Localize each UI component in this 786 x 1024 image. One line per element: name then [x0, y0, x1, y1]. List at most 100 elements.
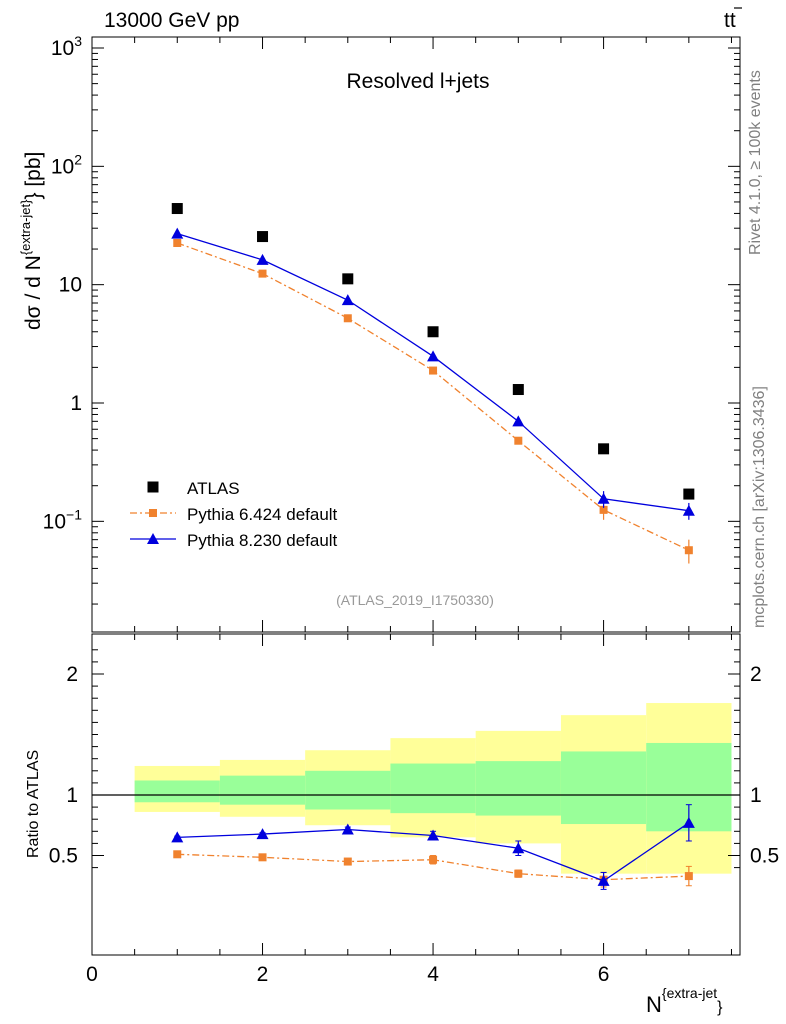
tick-base: 10 — [51, 37, 74, 60]
ratio-point — [427, 829, 440, 841]
tick-base: 10 — [59, 274, 82, 297]
ratio-tick-label-right: 0.5 — [750, 845, 779, 868]
data-point — [256, 253, 269, 265]
main-y-label-base: dσ / d N — [22, 255, 45, 330]
energy-label: 13000 GeV pp — [104, 9, 239, 32]
series-pythia-6-424-default — [173, 238, 693, 564]
ratio-point — [597, 874, 610, 886]
ratio-point — [256, 828, 269, 840]
data-point — [682, 504, 695, 516]
tick-base: 10 — [43, 510, 66, 533]
rivet-version-text: Rivet 4.1.0, ≥ 100k events — [747, 70, 764, 255]
ratio-tick-label-left: 1 — [66, 784, 78, 807]
ratio-point — [429, 855, 438, 864]
tick-exponent: 3 — [74, 33, 82, 49]
legend-label: Pythia 8.230 default — [187, 531, 338, 550]
legend: ATLAS Pythia 6.424 default Pythia 8.230 de… — [130, 479, 338, 550]
x-label-sup: {extra-jet — [662, 985, 717, 1001]
uncertainty-bands — [134, 703, 732, 874]
process-label-text: tt — [724, 9, 736, 32]
ratio-x-axis: 0 2 4 6 — [86, 634, 732, 986]
data-point — [341, 294, 354, 306]
tick-exponent: −1 — [66, 506, 82, 522]
data-point — [597, 492, 610, 504]
main-y-label-sup: {extra-jet} — [18, 199, 33, 255]
tick-base: 1 — [70, 392, 82, 415]
x-axis-label: N{extra-jet} — [646, 985, 723, 1017]
main-y-axis-label: dσ / d N{extra-jet}} [pb] — [18, 152, 45, 330]
data-point — [512, 384, 524, 396]
main-y-tick-label: 102 — [51, 151, 82, 178]
legend-entry: Pythia 8.230 default — [130, 531, 338, 550]
x-label-close: } — [717, 999, 723, 1016]
main-plot-frame — [91, 36, 741, 633]
main-y-tick-label: 10 — [59, 274, 82, 297]
ratio-point — [682, 816, 695, 828]
series-pythia-8-230-default — [171, 227, 695, 520]
ratio-point — [258, 853, 267, 862]
x-tick-label: 0 — [86, 963, 98, 986]
main-y-tick-label: 103 — [51, 33, 82, 60]
ratio-data — [171, 804, 695, 890]
legend-label: Pythia 6.424 default — [187, 505, 338, 524]
ratio-point — [173, 850, 182, 859]
band-inner-0 — [134, 780, 220, 803]
data-point — [343, 314, 352, 323]
ratio-point — [514, 869, 523, 878]
data-point — [171, 227, 184, 239]
band-inner-2 — [305, 770, 391, 810]
data-point — [429, 366, 438, 375]
ratio-series-pythia-8-230-default — [171, 804, 695, 890]
legend-marker — [147, 533, 159, 544]
ratio-tick-label-left: 2 — [66, 663, 78, 686]
ratio-y-axis-label: Ratio to ATLAS — [25, 750, 42, 858]
data-point — [427, 326, 439, 338]
ratio-point — [512, 842, 525, 854]
main-y-label-unit: } [pb] — [22, 152, 45, 200]
ratio-tick-label-right: 2 — [750, 663, 762, 686]
main-y-tick-label: 1 — [70, 392, 82, 415]
series-atlas — [171, 203, 695, 500]
data-point — [599, 505, 608, 514]
analysis-watermark: (ATLAS_2019_I1750330) — [336, 592, 494, 608]
x-tick-label: 2 — [257, 963, 269, 986]
main-y-tick-label: 10−1 — [43, 506, 83, 533]
band-inner-4 — [475, 761, 561, 816]
band-inner-1 — [219, 775, 306, 805]
legend-label: ATLAS — [187, 479, 240, 498]
tick-exponent: 2 — [74, 151, 82, 167]
data-point — [257, 231, 269, 243]
data-point — [173, 238, 182, 247]
ratio-point — [684, 872, 693, 881]
x-label-base: N — [646, 992, 662, 1017]
process-label: tt — [724, 7, 742, 32]
legend-entry: Pythia 6.424 default — [130, 505, 338, 524]
data-point — [514, 436, 523, 445]
legend-entry: ATLAS — [147, 479, 240, 498]
x-tick-label: 4 — [427, 963, 439, 986]
legend-marker — [149, 509, 157, 517]
data-point — [342, 273, 354, 285]
data-point — [684, 546, 693, 555]
data-point — [512, 415, 525, 427]
data-point — [598, 443, 610, 455]
band-inner-5 — [560, 751, 647, 825]
data-point — [427, 350, 440, 362]
ratio-tick-label-right: 1 — [750, 784, 762, 807]
main-data — [171, 203, 695, 564]
x-tick-label: 6 — [598, 963, 610, 986]
data-point — [683, 488, 695, 500]
tick-base: 10 — [51, 155, 74, 178]
mcplots-credit-text: mcplots.cern.ch [arXiv:1306.3436] — [751, 386, 768, 628]
legend-marker — [147, 481, 159, 493]
ratio-point — [343, 857, 352, 866]
plot-title: Resolved l+jets — [347, 70, 490, 93]
data-point — [171, 203, 183, 215]
band-inner-3 — [390, 763, 476, 814]
data-point — [258, 269, 267, 278]
ratio-y-axis: 0.5 0.5 1 1 2 2 — [49, 649, 779, 869]
ratio-point — [171, 831, 184, 843]
main-x-ticks — [91, 37, 732, 632]
